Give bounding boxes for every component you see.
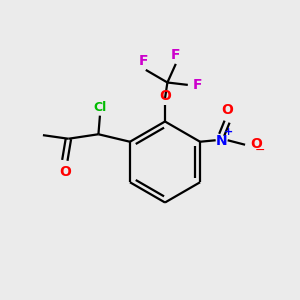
Text: O: O [250,137,262,151]
Text: +: + [224,127,233,137]
Text: Cl: Cl [93,100,106,113]
Text: N: N [216,134,227,148]
Text: O: O [221,103,233,117]
Text: F: F [171,47,181,61]
Text: −: − [254,144,265,157]
Text: F: F [139,53,148,68]
Text: O: O [159,88,171,103]
Text: F: F [193,78,203,92]
Text: O: O [59,165,71,179]
